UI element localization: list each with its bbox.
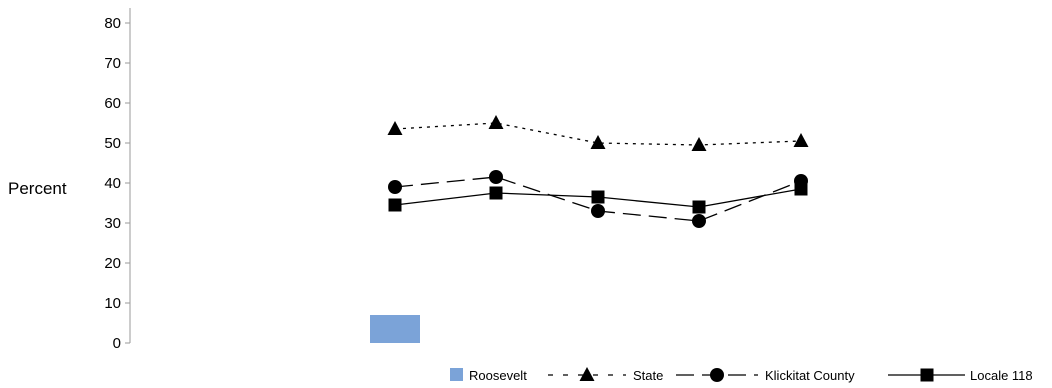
point-locale-118 (591, 190, 605, 204)
point-klickitat-county (388, 180, 402, 194)
y-tick-label: 30 (104, 215, 121, 232)
y-tick-label: 80 (104, 15, 121, 32)
point-klickitat-county (692, 214, 706, 228)
bar-roosevelt (370, 315, 420, 343)
point-locale-118 (489, 186, 503, 200)
legend-marker-state (579, 367, 595, 381)
series-markers (387, 115, 809, 228)
point-state (387, 121, 403, 135)
point-state (691, 137, 707, 151)
legend-marker-locale-118 (920, 368, 934, 382)
point-state (590, 135, 606, 149)
y-tick-label: 40 (104, 175, 121, 192)
y-tick-label: 0 (113, 335, 121, 352)
legend-swatch-roosevelt (450, 368, 463, 381)
legend-label-locale-118: Locale 118 (970, 368, 1033, 383)
y-axis-label: Percent (8, 179, 67, 198)
bar-series (370, 315, 420, 343)
point-locale-118 (794, 182, 808, 196)
y-tick-label: 20 (104, 255, 121, 272)
legend-marker-klickitat-county (710, 368, 724, 382)
point-state (793, 133, 809, 147)
y-tick-label: 70 (104, 55, 121, 72)
legend-label-klickitat-county: Klickitat County (765, 368, 855, 383)
point-locale-118 (388, 198, 402, 212)
y-tick-label: 60 (104, 95, 121, 112)
legend-label-roosevelt: Roosevelt (469, 368, 527, 383)
y-tick-label: 50 (104, 135, 121, 152)
y-tick-label: 10 (104, 295, 121, 312)
point-klickitat-county (489, 170, 503, 184)
point-locale-118 (692, 200, 706, 214)
legend: Roosevelt State Klickitat County Locale 118 (450, 367, 1033, 383)
point-state (488, 115, 504, 129)
point-klickitat-county (591, 204, 605, 218)
legend-label-state: State (633, 368, 663, 383)
y-axis-ticks: 0 10 20 30 40 50 60 70 80 (104, 15, 130, 352)
